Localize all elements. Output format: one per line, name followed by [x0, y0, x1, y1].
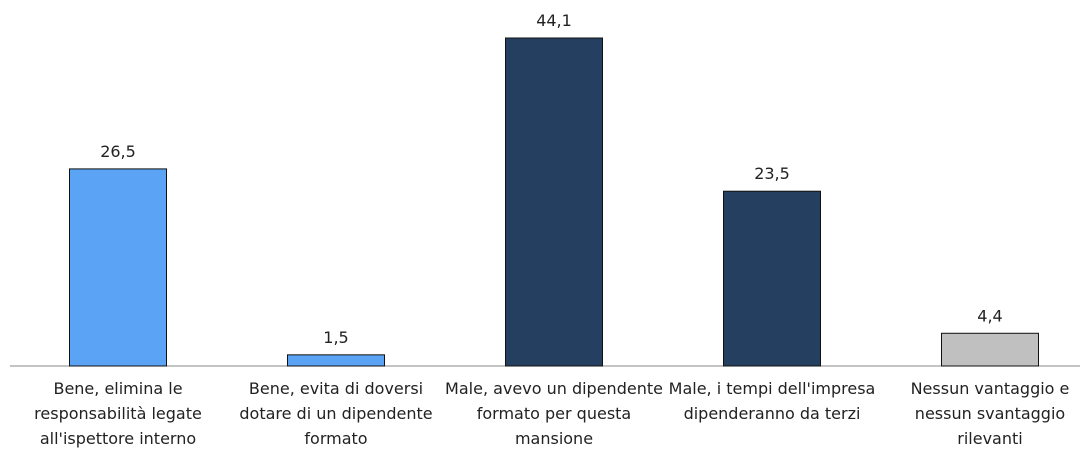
bar [941, 332, 1039, 367]
value-label: 1,5 [323, 328, 348, 347]
x-tick-label: Bene, evita di doversi dotare di un dipe… [239, 379, 433, 448]
x-tick-label: Male, i tempi dell'impresa dipenderanno … [668, 379, 876, 423]
value-label: 23,5 [754, 164, 790, 183]
x-tick-label: Male, avevo un dipendente formato per qu… [445, 379, 663, 448]
x-tick-label: Nessun vantaggio e nessun svantaggio ril… [910, 379, 1070, 448]
value-label: 4,4 [977, 306, 1002, 325]
bar [505, 37, 603, 367]
bar [287, 354, 385, 367]
x-tick-label: Bene, elimina le responsabilità legate a… [34, 379, 202, 448]
value-label: 26,5 [100, 142, 136, 161]
value-label: 44,1 [536, 11, 572, 30]
bar [69, 168, 167, 367]
bar [723, 190, 821, 367]
